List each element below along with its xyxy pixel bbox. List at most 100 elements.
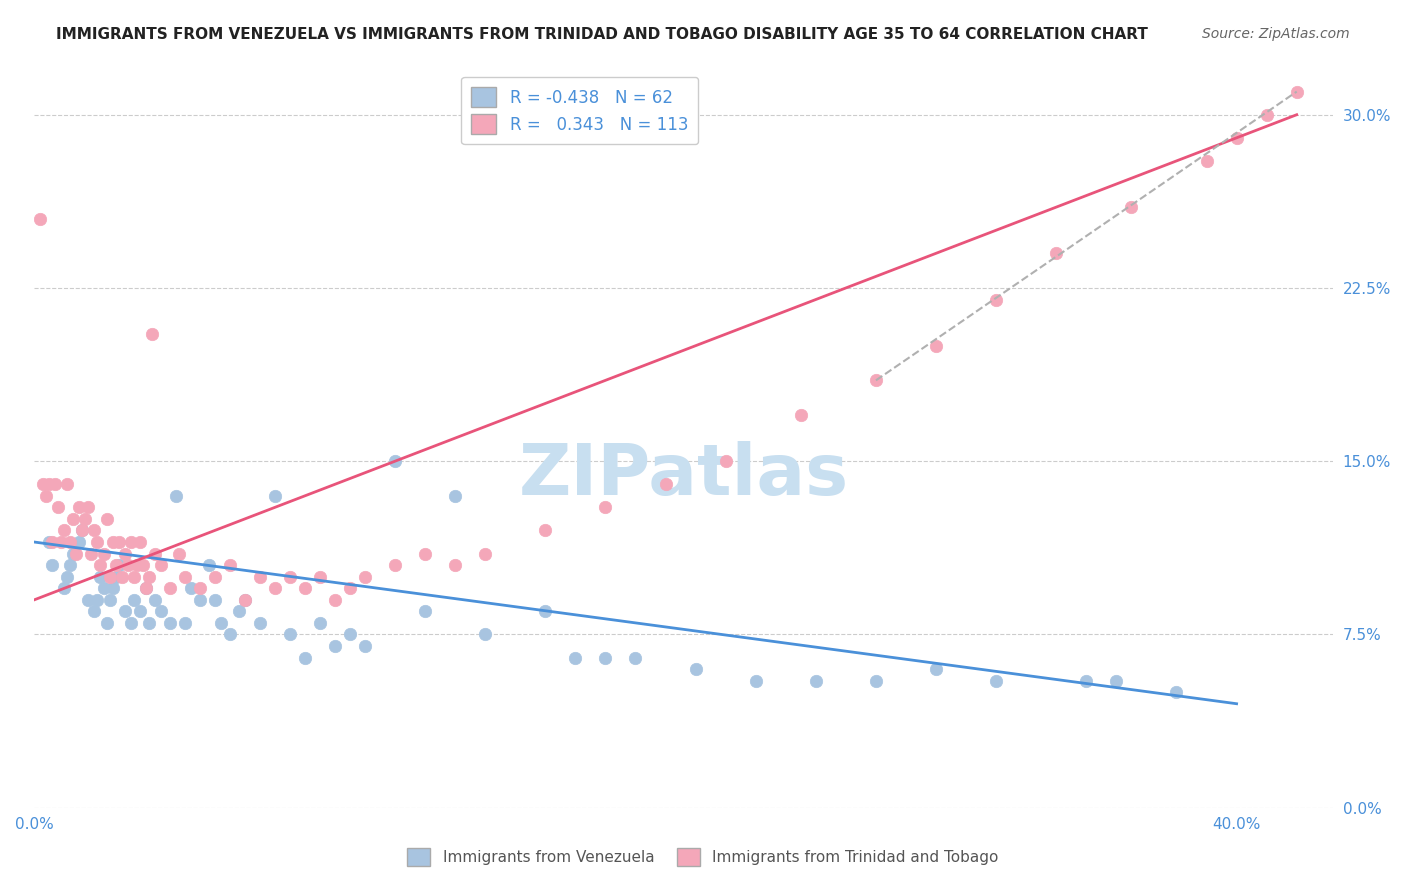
Point	[413, 604, 436, 618]
Point	[120, 615, 142, 630]
Point	[59, 535, 82, 549]
Point	[135, 581, 157, 595]
Point	[56, 570, 79, 584]
Point	[865, 673, 887, 688]
Point	[1105, 673, 1128, 688]
Point	[354, 639, 377, 653]
Point	[30, 211, 52, 226]
Point	[925, 339, 948, 353]
Point	[98, 570, 121, 584]
Point	[107, 558, 129, 573]
Text: ZIPatlas: ZIPatlas	[519, 441, 849, 509]
Point	[595, 650, 617, 665]
Point	[714, 454, 737, 468]
Point	[263, 581, 285, 595]
Point	[188, 592, 211, 607]
Point	[218, 627, 240, 641]
Point	[1045, 246, 1067, 260]
Point	[89, 558, 111, 573]
Point	[165, 489, 187, 503]
Text: IMMIGRANTS FROM VENEZUELA VS IMMIGRANTS FROM TRINIDAD AND TOBAGO DISABILITY AGE : IMMIGRANTS FROM VENEZUELA VS IMMIGRANTS …	[56, 27, 1149, 42]
Point	[564, 650, 586, 665]
Point	[444, 558, 467, 573]
Point	[233, 592, 256, 607]
Point	[1256, 108, 1278, 122]
Point	[62, 547, 84, 561]
Point	[122, 570, 145, 584]
Point	[294, 650, 316, 665]
Point	[986, 673, 1008, 688]
Point	[104, 558, 127, 573]
Point	[249, 615, 271, 630]
Point	[654, 477, 676, 491]
Point	[104, 570, 127, 584]
Point	[173, 570, 195, 584]
Point	[218, 558, 240, 573]
Point	[339, 627, 361, 641]
Point	[93, 547, 115, 561]
Point	[1076, 673, 1098, 688]
Point	[209, 615, 232, 630]
Point	[141, 327, 163, 342]
Text: Source: ZipAtlas.com: Source: ZipAtlas.com	[1202, 27, 1350, 41]
Point	[180, 581, 202, 595]
Point	[56, 477, 79, 491]
Legend: R = -0.438   N = 62, R =   0.343   N = 113: R = -0.438 N = 62, R = 0.343 N = 113	[461, 77, 699, 145]
Point	[925, 662, 948, 676]
Point	[138, 615, 160, 630]
Point	[384, 454, 406, 468]
Point	[69, 535, 91, 549]
Point	[44, 477, 66, 491]
Point	[188, 581, 211, 595]
Point	[75, 512, 97, 526]
Point	[117, 558, 139, 573]
Point	[86, 592, 108, 607]
Point	[384, 558, 406, 573]
Point	[1166, 685, 1188, 699]
Point	[80, 547, 103, 561]
Point	[804, 673, 827, 688]
Point	[1121, 200, 1143, 214]
Point	[77, 500, 100, 515]
Point	[278, 627, 301, 641]
Point	[72, 524, 94, 538]
Point	[32, 477, 55, 491]
Point	[101, 581, 124, 595]
Point	[1195, 153, 1218, 168]
Point	[114, 547, 136, 561]
Point	[65, 547, 87, 561]
Point	[122, 592, 145, 607]
Point	[474, 627, 496, 641]
Point	[323, 639, 346, 653]
Point	[309, 570, 332, 584]
Point	[167, 547, 190, 561]
Point	[233, 592, 256, 607]
Point	[534, 604, 557, 618]
Point	[173, 615, 195, 630]
Point	[790, 408, 813, 422]
Point	[309, 615, 332, 630]
Point	[128, 535, 150, 549]
Point	[323, 592, 346, 607]
Point	[204, 592, 226, 607]
Point	[149, 604, 172, 618]
Point	[1285, 85, 1308, 99]
Point	[96, 512, 118, 526]
Point	[101, 535, 124, 549]
Point	[228, 604, 250, 618]
Point	[69, 500, 91, 515]
Point	[595, 500, 617, 515]
Point	[685, 662, 707, 676]
Point	[77, 592, 100, 607]
Point	[86, 535, 108, 549]
Point	[986, 293, 1008, 307]
Point	[534, 524, 557, 538]
Point	[249, 570, 271, 584]
Point	[744, 673, 766, 688]
Point	[159, 615, 181, 630]
Point	[96, 615, 118, 630]
Point	[53, 581, 76, 595]
Point	[83, 604, 105, 618]
Point	[62, 512, 84, 526]
Point	[143, 592, 166, 607]
